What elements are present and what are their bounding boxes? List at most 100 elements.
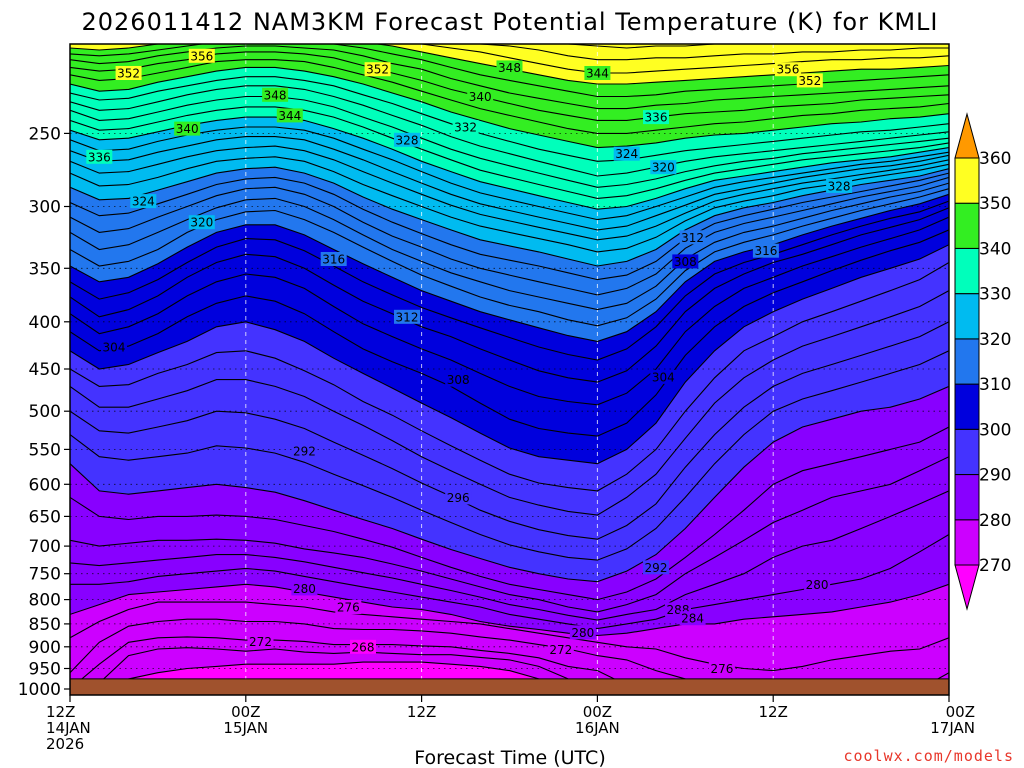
- credit-link[interactable]: coolwx.com/models: [843, 747, 1014, 765]
- contour-label-bg: [584, 66, 611, 80]
- contour-label-bg: [826, 178, 853, 193]
- contour-label-text: 304: [103, 341, 126, 355]
- contour-label-text: 292: [645, 561, 668, 575]
- y-tick-label: 600: [29, 475, 61, 495]
- contour-label-text: 344: [278, 109, 301, 123]
- contour-294: [70, 321, 949, 540]
- contour-328: [70, 126, 949, 221]
- contour-label-15: 324: [613, 146, 640, 161]
- contour-label-8: 344: [276, 108, 303, 123]
- contour-label-2: 352: [364, 62, 391, 77]
- contour-298: [70, 262, 949, 492]
- contour-306: [70, 207, 949, 383]
- contour-label-31: 280: [291, 581, 318, 596]
- colorbar-top-arrow: [954, 112, 980, 159]
- colorbar-segment: [954, 428, 980, 475]
- x-tick-label: 15JAN: [223, 719, 268, 737]
- contour-label-bg: [804, 577, 831, 592]
- contour-label-bg: [320, 252, 347, 266]
- contour-342: [70, 59, 949, 134]
- contour-label-bg: [643, 560, 669, 575]
- colorbar-label: 310: [979, 375, 1011, 395]
- contour-label-20: 312: [679, 230, 706, 245]
- contour-label-text: 308: [674, 255, 697, 269]
- y-tick-label: 350: [29, 259, 61, 279]
- contour-326: [70, 136, 949, 231]
- contour-label-bg: [101, 340, 127, 354]
- colorbar-bottom-arrow: [954, 564, 980, 611]
- contour-label-37: 268: [350, 639, 376, 654]
- contour-280: [70, 583, 949, 637]
- y-tick-label: 750: [29, 565, 61, 585]
- colorbar-segment: [954, 474, 980, 521]
- contour-310: [70, 193, 949, 342]
- contour-label-3: 348: [496, 60, 523, 75]
- contour-272: [70, 647, 949, 695]
- contour-label-25: 304: [101, 340, 127, 355]
- contour-label-bg: [276, 108, 303, 123]
- contour-label-23: 308: [672, 254, 699, 269]
- contour-278: [70, 601, 949, 672]
- contour-label-bg: [569, 625, 596, 640]
- contour-label-28: 292: [291, 443, 318, 458]
- contour-label-bg: [86, 149, 113, 164]
- contour-label-bg: [547, 642, 574, 657]
- colorbar-segment: [954, 157, 980, 204]
- band-354: [70, 44, 949, 60]
- contour-label-bg: [643, 110, 669, 125]
- contour-label-text: 340: [176, 122, 199, 136]
- contour-316: [70, 176, 949, 296]
- contour-label-38: 272: [547, 642, 574, 657]
- contour-label-bg: [335, 600, 362, 614]
- contour-label-bg: [394, 309, 420, 324]
- chart-title: 2026011412 NAM3KM Forecast Potential Tem…: [82, 8, 939, 36]
- contour-label-17: 328: [826, 178, 853, 193]
- contour-label-text: 340: [469, 90, 492, 104]
- contour-354: [70, 44, 949, 61]
- contour-label-text: 336: [645, 111, 668, 125]
- contour-label-bg: [291, 581, 318, 596]
- contour-label-text: 280: [571, 626, 594, 640]
- contour-label-24: 312: [394, 309, 420, 324]
- y-tick-label: 400: [29, 313, 61, 333]
- contour-label-text: 272: [249, 635, 272, 649]
- y-tick-label: 650: [29, 507, 61, 527]
- contour-label-36: 272: [247, 634, 274, 649]
- y-tick-label: 550: [29, 440, 61, 460]
- contour-label-text: 272: [549, 643, 572, 657]
- contour-label-bg: [650, 369, 677, 384]
- contour-label-text: 356: [190, 49, 213, 63]
- contour-label-14: 336: [86, 149, 113, 164]
- contour-label-29: 296: [445, 490, 472, 505]
- x-axis-label: Forecast Time (UTC): [414, 747, 605, 768]
- contour-label-text: 312: [396, 310, 419, 324]
- contour-label-27: 304: [650, 369, 677, 384]
- contour-label-39: 276: [708, 661, 735, 676]
- contour-label-text: 292: [293, 444, 316, 458]
- contour-label-text: 276: [710, 662, 733, 676]
- contour-340: [70, 66, 949, 149]
- contour-label-32: 276: [335, 600, 362, 615]
- colorbar-label: 350: [979, 194, 1011, 214]
- contour-label-bg: [115, 66, 142, 80]
- y-tick-label: 500: [29, 402, 61, 422]
- contour-label-18: 324: [130, 194, 157, 209]
- contour-label-bg: [174, 121, 201, 136]
- contour-label-bg: [452, 120, 479, 134]
- contour-label-6: 352: [796, 73, 823, 88]
- ground-fill: [70, 678, 949, 695]
- contour-label-11: 336: [643, 110, 669, 125]
- y-tick-label: 950: [29, 660, 61, 680]
- contour-320: [70, 166, 949, 267]
- contour-label-bg: [364, 62, 391, 77]
- y-tick-label: 1000: [18, 680, 61, 700]
- colorbar-segment: [954, 383, 980, 430]
- contour-304: [70, 216, 949, 406]
- contour-label-bg: [774, 62, 801, 77]
- contour-318: [70, 172, 949, 281]
- x-tick-label: 12Z: [46, 703, 75, 721]
- x-tick-label: 00Z: [946, 703, 975, 721]
- contour-label-text: 296: [447, 491, 470, 505]
